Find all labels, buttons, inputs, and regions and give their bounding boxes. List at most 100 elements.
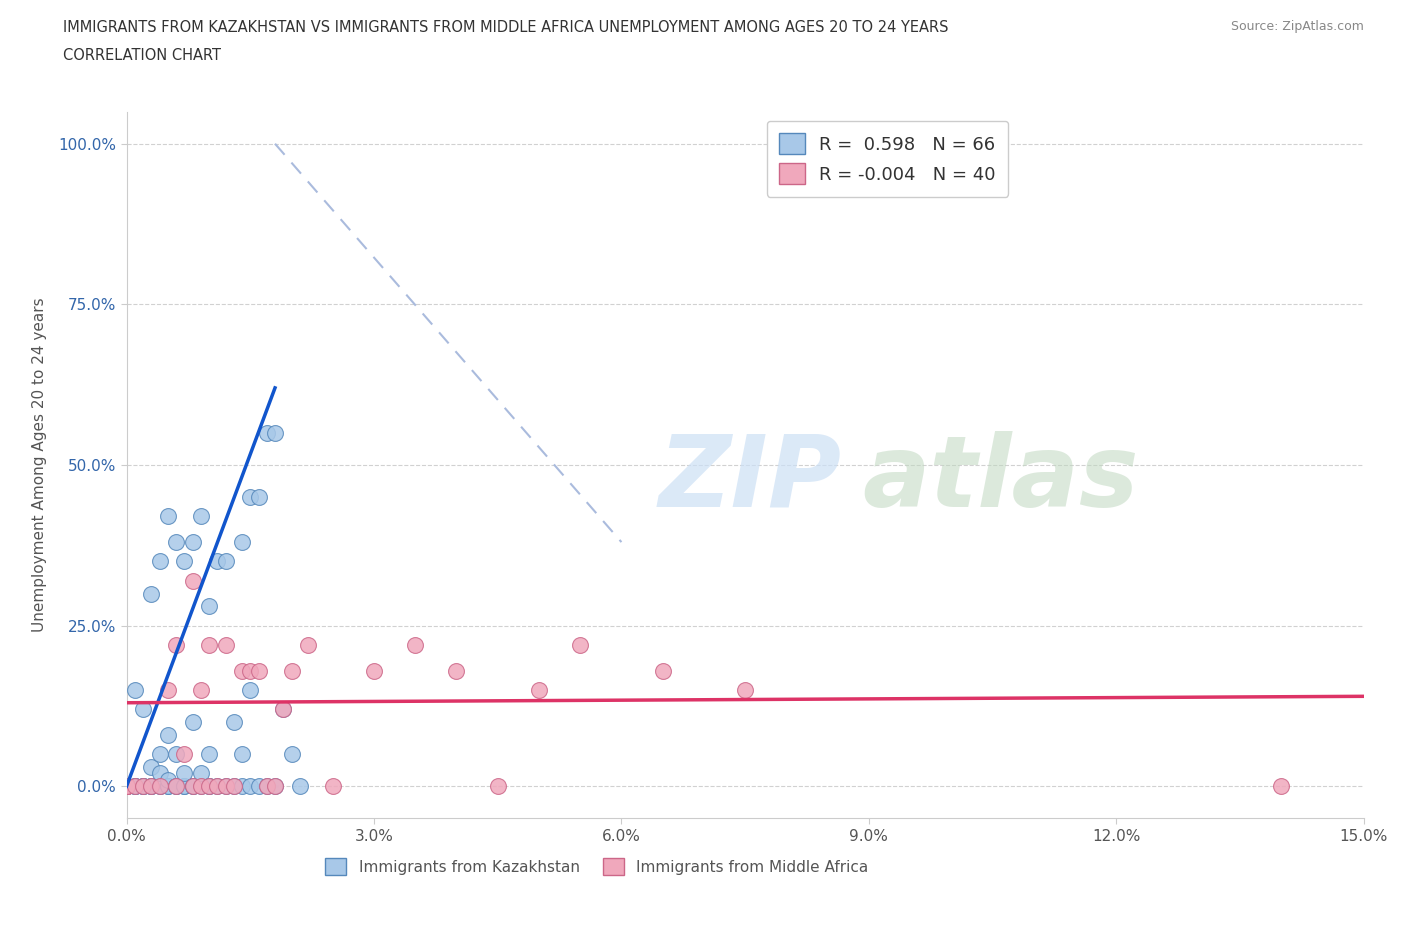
Point [148, 554, 170, 569]
Point [271, 702, 294, 717]
Point [173, 747, 195, 762]
Point [363, 663, 385, 678]
Point [173, 778, 195, 793]
Point [115, 778, 138, 793]
Point [181, 778, 204, 793]
Point [256, 425, 278, 440]
Point [124, 778, 146, 793]
Point [239, 778, 262, 793]
Point [280, 747, 302, 762]
Point [141, 778, 163, 793]
Point [156, 727, 179, 742]
Point [239, 663, 262, 678]
Point [280, 663, 302, 678]
Point [207, 778, 229, 793]
Point [247, 663, 270, 678]
Point [247, 490, 270, 505]
Point [156, 778, 179, 793]
Point [222, 778, 245, 793]
Point [322, 778, 344, 793]
Point [141, 778, 163, 793]
Point [148, 778, 170, 793]
Point [271, 702, 294, 717]
Text: atlas: atlas [863, 431, 1139, 527]
Point [264, 778, 287, 793]
Point [115, 778, 138, 793]
Point [173, 778, 195, 793]
Point [190, 509, 212, 524]
Point [124, 683, 146, 698]
Point [181, 573, 204, 588]
Point [214, 778, 236, 793]
Point [132, 778, 155, 793]
Point [115, 778, 138, 793]
Point [214, 637, 236, 652]
Point [132, 778, 155, 793]
Point [124, 778, 146, 793]
Point [156, 683, 179, 698]
Point [148, 766, 170, 781]
Point [148, 778, 170, 793]
Point [156, 509, 179, 524]
Point [173, 554, 195, 569]
Text: ZIP: ZIP [658, 431, 842, 527]
Point [198, 599, 221, 614]
Point [198, 637, 221, 652]
Point [239, 683, 262, 698]
Point [181, 714, 204, 729]
Text: IMMIGRANTS FROM KAZAKHSTAN VS IMMIGRANTS FROM MIDDLE AFRICA UNEMPLOYMENT AMONG A: IMMIGRANTS FROM KAZAKHSTAN VS IMMIGRANTS… [63, 20, 949, 35]
Point [190, 766, 212, 781]
Point [446, 663, 468, 678]
Point [148, 747, 170, 762]
Point [651, 663, 673, 678]
Point [115, 778, 138, 793]
Point [198, 747, 221, 762]
Point [231, 778, 253, 793]
Point [115, 778, 138, 793]
Point [165, 637, 187, 652]
Point [173, 766, 195, 781]
Y-axis label: Unemployment Among Ages 20 to 24 years: Unemployment Among Ages 20 to 24 years [32, 298, 46, 632]
Point [734, 683, 756, 698]
Point [222, 778, 245, 793]
Point [214, 554, 236, 569]
Point [156, 773, 179, 788]
Point [181, 778, 204, 793]
Point [1270, 778, 1292, 793]
Point [239, 490, 262, 505]
Point [115, 778, 138, 793]
Point [132, 702, 155, 717]
Point [247, 778, 270, 793]
Point [288, 778, 311, 793]
Point [181, 778, 204, 793]
Point [231, 535, 253, 550]
Point [141, 586, 163, 601]
Point [207, 554, 229, 569]
Point [132, 778, 155, 793]
Point [148, 778, 170, 793]
Point [156, 778, 179, 793]
Point [141, 778, 163, 793]
Point [124, 778, 146, 793]
Point [222, 714, 245, 729]
Point [190, 683, 212, 698]
Point [190, 778, 212, 793]
Point [256, 778, 278, 793]
Point [198, 778, 221, 793]
Point [165, 778, 187, 793]
Point [141, 760, 163, 775]
Point [141, 778, 163, 793]
Point [231, 747, 253, 762]
Text: CORRELATION CHART: CORRELATION CHART [63, 48, 221, 63]
Point [404, 637, 426, 652]
Point [165, 778, 187, 793]
Point [165, 778, 187, 793]
Point [297, 637, 319, 652]
Point [264, 778, 287, 793]
Point [214, 778, 236, 793]
Point [486, 778, 509, 793]
Point [115, 778, 138, 793]
Point [198, 778, 221, 793]
Point [256, 778, 278, 793]
Text: Source: ZipAtlas.com: Source: ZipAtlas.com [1230, 20, 1364, 33]
